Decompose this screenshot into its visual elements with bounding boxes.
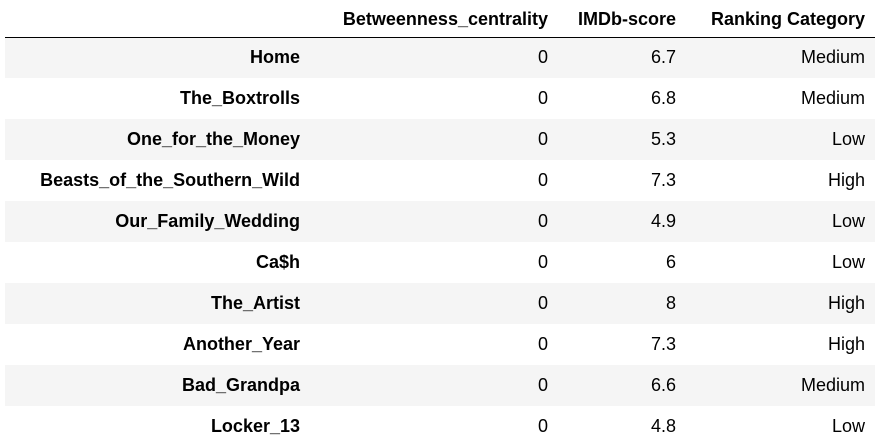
row-index: Another_Year [182, 334, 300, 354]
row-index: Ca$h [255, 252, 300, 272]
table-row: Home 0 6.7 Medium [5, 37, 875, 78]
ranking-category-cell: Medium [800, 47, 865, 68]
row-index: Our_Family_Wedding [115, 211, 300, 231]
table-row: The_Boxtrolls 0 6.8 Medium [5, 78, 875, 119]
betweenness-cell: 0 [537, 47, 548, 68]
row-index: Locker_13 [210, 416, 300, 436]
ranking-category-cell: Low [831, 252, 865, 272]
betweenness-cell: 0 [537, 211, 548, 231]
betweenness-cell: 0 [537, 170, 548, 190]
imdb-score-cell: 5.3 [650, 129, 676, 149]
table-row: The_Artist 0 8 High [5, 283, 875, 324]
row-index: One_for_the_Money [126, 129, 300, 149]
table-row: One_for_the_Money 0 5.3 Low [5, 119, 875, 160]
imdb-score-cell: 6.6 [650, 375, 676, 395]
betweenness-cell: 0 [537, 88, 548, 108]
ranking-category-cell: High [827, 334, 865, 354]
dataframe-table: Betweenness_centrality IMDb-score Rankin… [5, 0, 875, 447]
index-column-header [5, 0, 310, 38]
table-row: Beasts_of_the_Southern_Wild 0 7.3 High [5, 160, 875, 201]
ranking-category-cell: Low [831, 211, 865, 231]
table-row: Our_Family_Wedding 0 4.9 Low [5, 201, 875, 242]
betweenness-cell: 0 [537, 129, 548, 149]
ranking-category-cell: Low [831, 416, 865, 436]
ranking-category-cell: Medium [800, 375, 865, 395]
table-row: Another_Year 0 7.3 High [5, 324, 875, 365]
imdb-score-cell: 4.9 [650, 211, 676, 231]
imdb-score-cell: 6.8 [650, 88, 676, 108]
betweenness-column-header: Betweenness_centrality [310, 0, 558, 38]
betweenness-cell: 0 [537, 375, 548, 395]
row-index: Beasts_of_the_Southern_Wild [40, 170, 300, 190]
imdb-score-cell: 4.8 [650, 416, 676, 436]
ranking-category-cell: High [827, 170, 865, 190]
imdb-score-cell: 8 [665, 293, 676, 313]
row-index: The_Boxtrolls [179, 88, 300, 108]
betweenness-cell: 0 [537, 334, 548, 354]
imdb-score-cell: 6 [665, 252, 676, 272]
header-row: Betweenness_centrality IMDb-score Rankin… [5, 0, 875, 38]
row-index: The_Artist [210, 293, 300, 313]
table-row: Ca$h 0 6 Low [5, 242, 875, 283]
imdb-score-cell: 7.3 [650, 334, 676, 354]
row-index: Bad_Grandpa [181, 375, 300, 395]
table-body: Home 0 6.7 Medium The_Boxtrolls 0 6.8 Me… [5, 37, 875, 447]
table-header: Betweenness_centrality IMDb-score Rankin… [5, 0, 875, 38]
betweenness-cell: 0 [537, 293, 548, 313]
table-row: Bad_Grandpa 0 6.6 Medium [5, 365, 875, 406]
row-index: Home [249, 47, 300, 68]
ranking-category-cell: Low [831, 129, 865, 149]
ranking-category-cell: Medium [800, 88, 865, 108]
betweenness-cell: 0 [537, 416, 548, 436]
ranking-category-column-header: Ranking Category [686, 0, 875, 38]
imdb-score-column-header: IMDb-score [558, 0, 686, 38]
imdb-score-cell: 7.3 [650, 170, 676, 190]
table-row: Locker_13 0 4.8 Low [5, 406, 875, 447]
ranking-category-cell: High [827, 293, 865, 313]
imdb-score-cell: 6.7 [650, 47, 676, 68]
betweenness-cell: 0 [537, 252, 548, 272]
